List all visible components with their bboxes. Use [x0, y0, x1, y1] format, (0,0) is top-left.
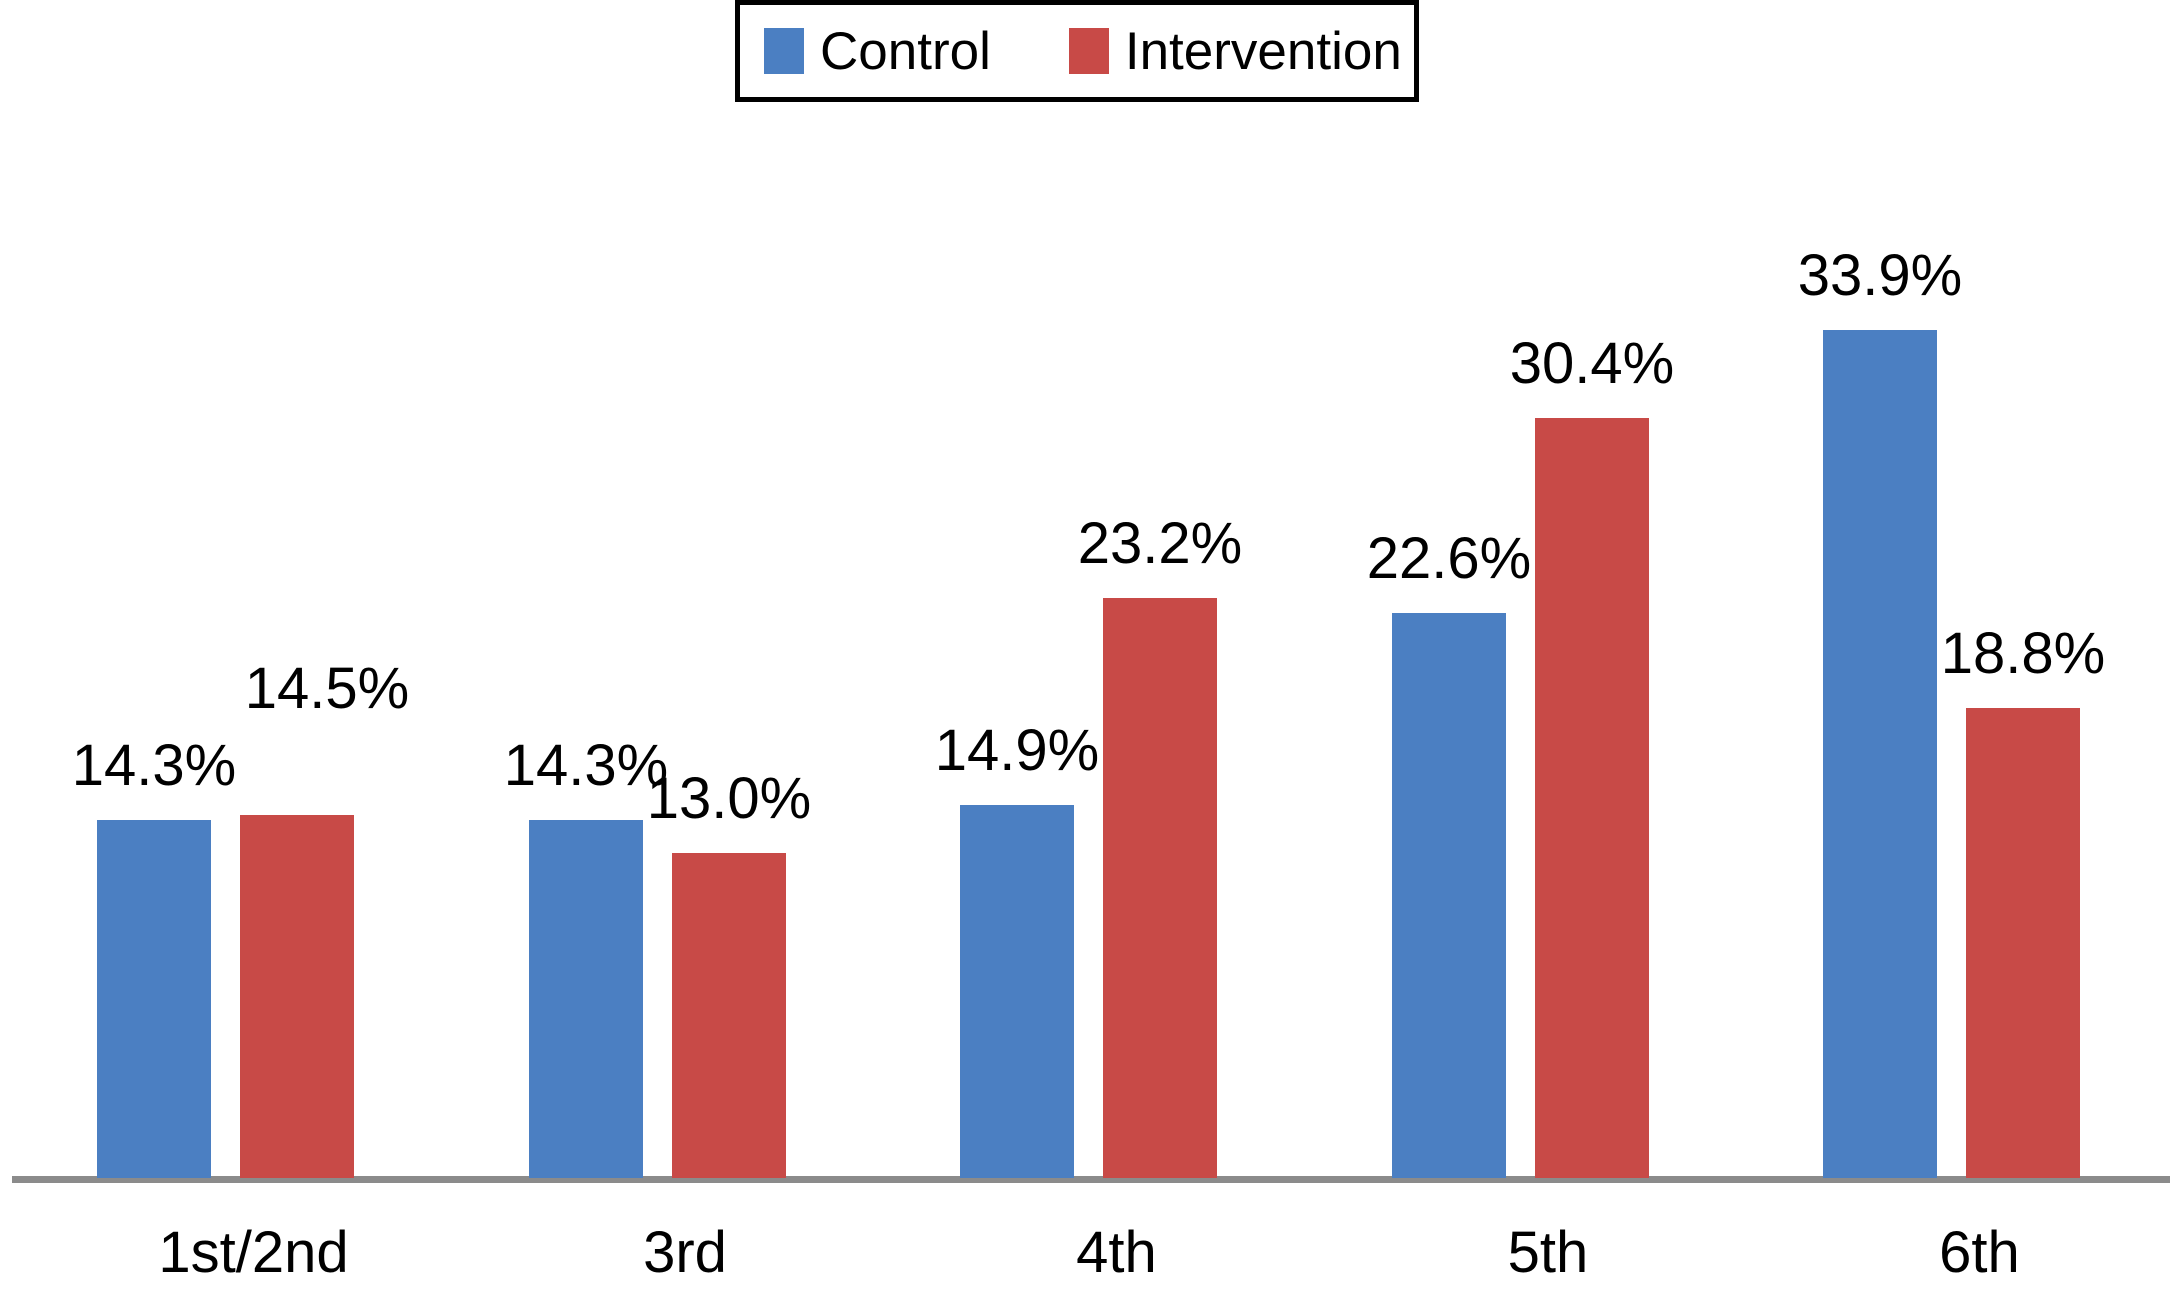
bar-control-5th: [1392, 613, 1506, 1178]
intervention-swatch-icon: [1068, 28, 1109, 74]
bar-intervention-3rd: [672, 853, 786, 1178]
legend-label-control: Control: [820, 21, 991, 81]
x-axis-line: [12, 1176, 2170, 1183]
bar-control-4th: [960, 805, 1074, 1178]
category-label-1st-2nd: 1st/2nd: [158, 1220, 349, 1285]
bar-intervention-1st-2nd: [240, 815, 354, 1178]
legend-label-intervention: Intervention: [1124, 21, 1402, 81]
value-label-intervention-6th: 18.8%: [1940, 621, 2106, 686]
legend: Control Intervention: [735, 0, 1419, 102]
bar-control-6th: [1823, 330, 1937, 1178]
bar-control-3rd: [529, 820, 643, 1178]
legend-item-intervention: Intervention: [1068, 21, 1402, 81]
value-label-control-3rd: 14.3%: [503, 733, 669, 798]
value-label-intervention-3rd: 13.0%: [646, 766, 812, 831]
value-label-intervention-1st-2nd: 14.5%: [244, 656, 410, 721]
category-label-5th: 5th: [1507, 1220, 1589, 1285]
bar-intervention-4th: [1103, 598, 1217, 1178]
category-label-6th: 6th: [1939, 1220, 2020, 1285]
category-label-4th: 4th: [1076, 1220, 1157, 1285]
control-swatch-icon: [764, 28, 804, 74]
bar-intervention-5th: [1535, 418, 1649, 1178]
value-label-control-4th: 14.9%: [934, 718, 1100, 783]
value-label-control-6th: 33.9%: [1797, 243, 1963, 308]
value-label-control-5th: 22.6%: [1366, 526, 1532, 591]
bar-control-1st-2nd: [97, 820, 211, 1178]
bar-intervention-6th: [1966, 708, 2080, 1178]
value-label-intervention-4th: 23.2%: [1077, 511, 1243, 576]
category-label-3rd: 3rd: [643, 1220, 727, 1285]
value-label-intervention-5th: 30.4%: [1509, 331, 1675, 396]
legend-item-control: Control: [764, 25, 991, 78]
value-label-control-1st-2nd: 14.3%: [71, 733, 237, 798]
